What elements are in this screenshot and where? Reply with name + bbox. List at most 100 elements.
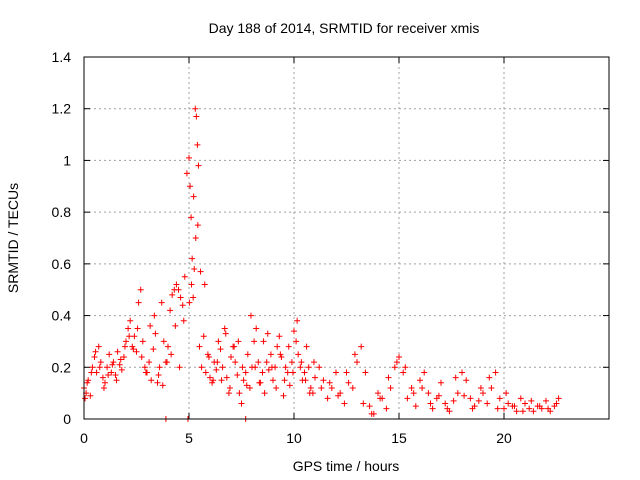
- data-point: [328, 384, 335, 391]
- data-point: [165, 343, 171, 350]
- data-point: [222, 330, 229, 337]
- data-point: [228, 353, 234, 360]
- data-point: [555, 395, 562, 402]
- data-point: [463, 377, 470, 384]
- data-point: [273, 384, 280, 391]
- data-point: [244, 351, 251, 358]
- data-point: [341, 400, 348, 407]
- y-axis-title: SRMTID / TECUs: [5, 183, 21, 293]
- data-point: [517, 395, 524, 402]
- data-point: [189, 255, 196, 262]
- data-point: [438, 379, 444, 386]
- data-point: [286, 382, 293, 389]
- data-point: [545, 405, 552, 412]
- x-axis-title: GPS time / hours: [293, 458, 400, 474]
- data-point: [209, 379, 216, 386]
- data-point: [326, 379, 333, 386]
- data-point: [235, 338, 242, 345]
- y-tick-label: 1.4: [52, 49, 72, 65]
- data-point: [396, 353, 402, 360]
- data-point: [159, 382, 166, 389]
- data-point: [408, 384, 415, 391]
- data-point: [179, 302, 186, 309]
- data-point: [176, 364, 183, 371]
- data-point: [305, 364, 312, 371]
- data-point: [402, 364, 409, 371]
- data-point: [488, 384, 495, 391]
- data-point: [477, 384, 484, 391]
- y-tick-label: 0.4: [52, 308, 72, 324]
- data-point: [421, 369, 428, 376]
- data-point: [263, 359, 270, 366]
- data-point: [349, 384, 356, 391]
- data-point: [427, 400, 434, 407]
- data-point: [192, 105, 199, 112]
- data-point: [242, 369, 249, 376]
- data-point: [106, 351, 113, 358]
- data-point: [366, 403, 373, 410]
- data-point: [293, 338, 300, 345]
- data-point: [444, 405, 451, 412]
- data-point: [454, 390, 461, 397]
- data-point: [135, 299, 142, 306]
- data-point: [270, 377, 276, 384]
- data-point: [253, 325, 260, 332]
- data-point: [469, 405, 476, 412]
- data-point: [511, 403, 518, 410]
- data-point: [238, 400, 245, 407]
- data-point: [261, 390, 268, 397]
- data-point: [84, 379, 91, 386]
- data-point: [207, 374, 213, 381]
- data-point: [134, 325, 141, 332]
- y-tick-label: 0.6: [52, 256, 72, 272]
- data-point: [142, 369, 149, 376]
- data-point: [360, 400, 367, 407]
- data-point: [125, 325, 132, 332]
- data-point: [118, 366, 125, 373]
- data-point: [522, 400, 528, 407]
- data-point: [291, 328, 297, 335]
- data-point: [393, 359, 400, 366]
- data-point: [335, 392, 342, 399]
- data-point: [246, 384, 253, 391]
- data-point: [89, 364, 96, 371]
- data-point: [195, 162, 202, 169]
- data-point: [377, 395, 384, 402]
- data-point: [197, 268, 204, 275]
- data-point: [467, 395, 474, 402]
- data-point: [113, 377, 120, 384]
- data-point: [252, 364, 259, 371]
- data-point: [259, 369, 266, 376]
- data-point: [255, 359, 262, 366]
- data-point: [213, 366, 220, 373]
- x-tick-label: 0: [80, 430, 88, 446]
- data-point: [121, 343, 128, 350]
- data-point: [137, 286, 144, 293]
- data-point: [95, 343, 102, 350]
- data-point: [191, 266, 198, 273]
- data-point: [543, 397, 549, 404]
- data-point: [294, 317, 301, 324]
- data-point: [156, 364, 163, 371]
- data-point: [247, 312, 254, 319]
- data-point: [214, 359, 221, 366]
- y-tick-label: 0: [63, 411, 71, 427]
- data-point: [152, 330, 159, 337]
- data-point: [126, 333, 133, 340]
- data-point: [486, 374, 493, 381]
- data-point: [316, 364, 323, 371]
- data-point: [188, 281, 195, 288]
- data-point: [210, 377, 217, 384]
- data-point: [400, 369, 407, 376]
- chart-title: Day 188 of 2014, SRMTID for receiver xmi…: [209, 20, 480, 36]
- data-point: [480, 390, 486, 397]
- data-point: [526, 405, 533, 412]
- data-point: [127, 317, 134, 324]
- x-tick-label: 5: [185, 430, 193, 446]
- data-point: [277, 351, 284, 358]
- plot-frame: [83, 56, 610, 420]
- data-point: [158, 299, 165, 306]
- data-point: [461, 392, 468, 399]
- data-point: [100, 384, 107, 391]
